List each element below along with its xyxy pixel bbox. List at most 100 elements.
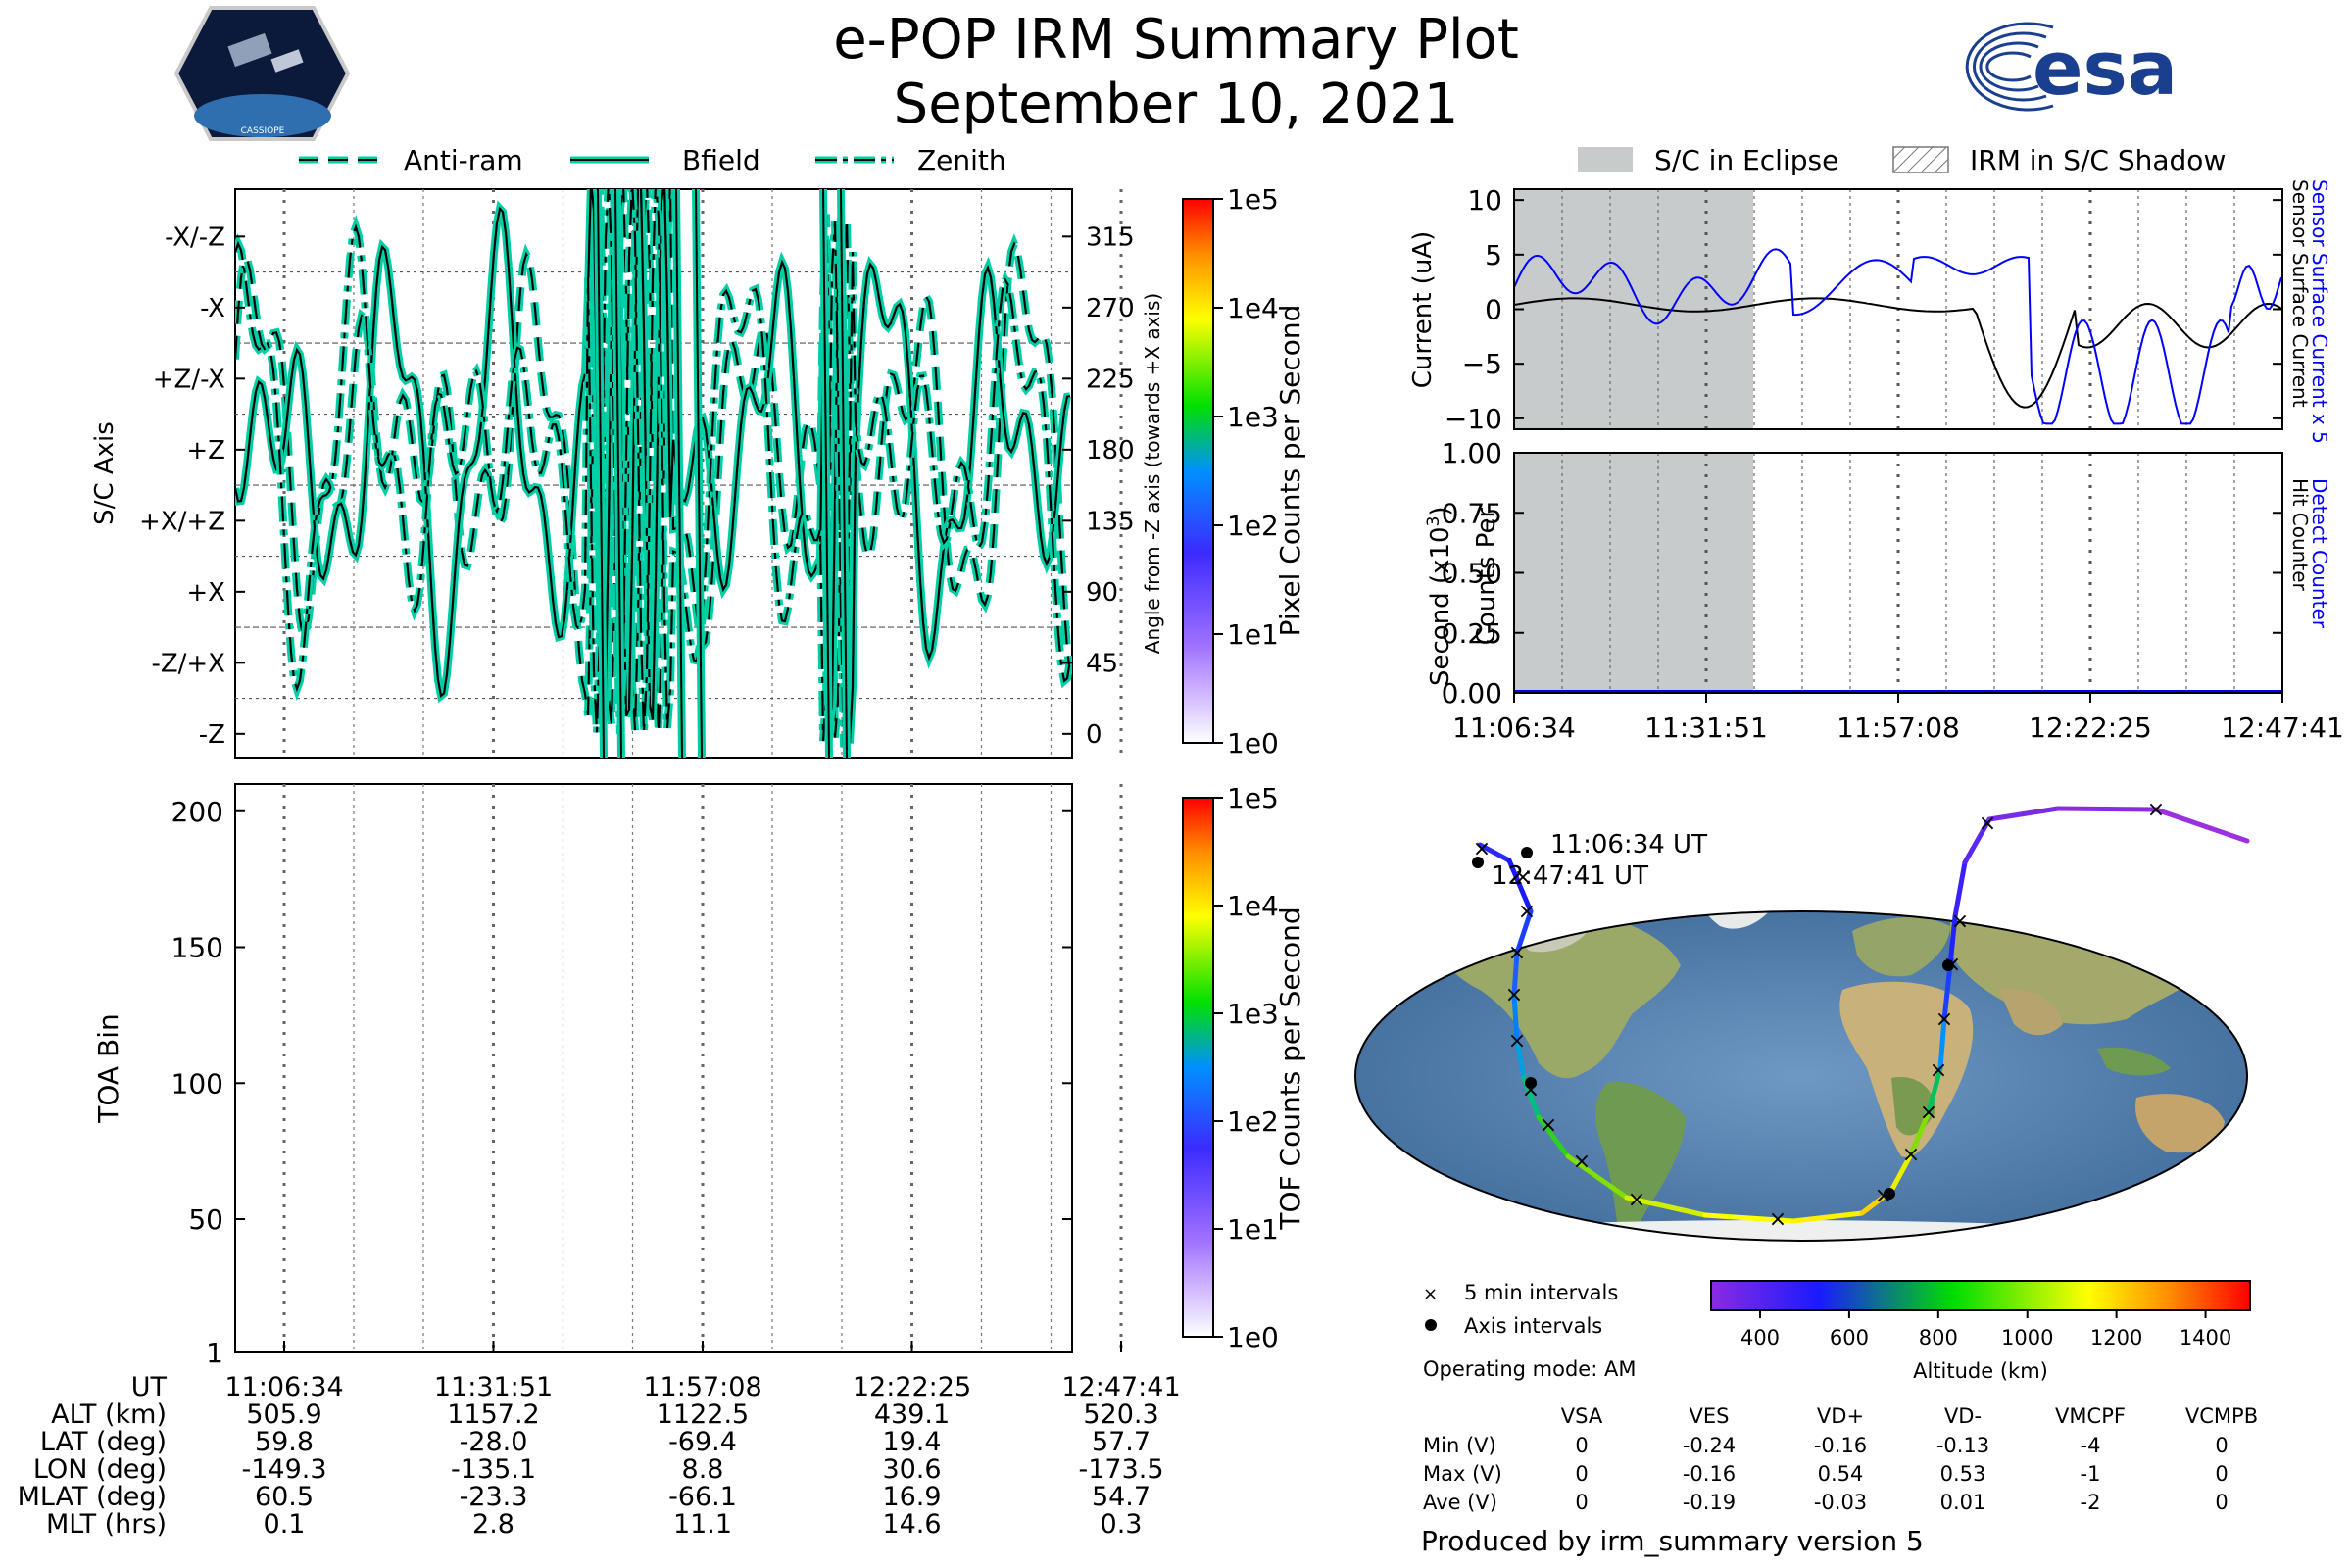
altitude-tick-label: 1000: [2001, 1326, 2053, 1349]
colorbar-tick-label: 1e3: [1227, 998, 1279, 1030]
current-right-label-blue: Sensor Surface Current x 5: [2308, 179, 2331, 444]
orbit-track-segment: [1511, 950, 1520, 998]
line-style-legend: Anti-ram Bfield Zenith: [299, 144, 1006, 176]
axis-ytick-label: -X: [200, 294, 225, 323]
five-min-mark: ×: [1514, 865, 1532, 890]
toa-panel: 200 150 100 50 1 TOA Bin: [92, 783, 1123, 1369]
colorbar-tick-label: 1e0: [1227, 727, 1279, 760]
eclipse-region: [1514, 189, 1753, 429]
voltage-cell: -4: [2081, 1434, 2101, 1457]
axis-y2tick-label: 180: [1086, 436, 1135, 466]
orbit-track-segment: [1908, 1109, 1932, 1157]
axis-curve-spike-edge: [840, 189, 848, 758]
ephemeris-cell: 30.6: [882, 1454, 941, 1485]
altitude-colorbar-label: Altitude (km): [1913, 1359, 2048, 1383]
ephemeris-cell: 1122.5: [657, 1399, 749, 1430]
current-ytick-label: 0: [1485, 294, 1502, 326]
colorbar-tick-label: 1e1: [1227, 1213, 1279, 1246]
orbit-track-segment: [1506, 858, 1534, 914]
axis-y2tick-label: 270: [1086, 294, 1135, 323]
orbit-track-segment: [1941, 962, 1953, 1022]
legend-label-antiram: Anti-ram: [404, 144, 523, 176]
voltage-header: VSA: [1561, 1404, 1603, 1428]
axis-interval-dot: [1525, 1077, 1537, 1089]
ephemeris-cell: 12:22:25: [853, 1372, 971, 1402]
ephemeris-cell: 60.5: [255, 1482, 314, 1512]
voltage-cell: -0.24: [1683, 1434, 1736, 1457]
page-title: e-POP IRM Summary Plot: [833, 8, 1519, 72]
axis-y2tick-label: 135: [1086, 507, 1135, 536]
ephemeris-row-label: LON (deg): [33, 1454, 167, 1485]
map-end-label: 12:47:41 UT: [1492, 861, 1648, 891]
surface-current-x5-line: [1513, 248, 2282, 425]
voltage-header: VMCPF: [2055, 1404, 2126, 1428]
orbit-track-segment: [1477, 842, 1512, 863]
page-subtitle-date: September 10, 2021: [893, 73, 1459, 136]
counts-ytick-label: 1.00: [1442, 437, 1502, 469]
tof-colorbar: 1e5 1e4 1e3 1e2 1e1 1e0 TOF Counts per Second: [1182, 782, 1306, 1353]
colorbar-tick-label: 1e5: [1227, 782, 1279, 814]
axis-ytick-label: -X/-Z: [165, 222, 225, 252]
toa-ytick-label: 200: [172, 796, 223, 828]
voltage-cell: -1: [2081, 1462, 2101, 1486]
counts-xtick-label: 12:22:25: [2029, 711, 2152, 744]
voltage-header: VCMPB: [2185, 1404, 2258, 1428]
voltage-table: VSA VES VD+ VD- VMCPF VCMPB Min (V) 0 -0.24 -0.16…: [1423, 1404, 2258, 1514]
axis-ytick-label: +Z: [186, 436, 225, 466]
voltage-cell: 0: [2215, 1434, 2228, 1457]
orbit-marks: ××××××××××××××××××××: [1472, 798, 2165, 1232]
orbit-track-segment: [1624, 1195, 1708, 1218]
voltage-cell: -0.13: [1936, 1434, 1989, 1457]
counts-ytick-label: 0.50: [1442, 558, 1502, 590]
axis-y2tick-label: 45: [1086, 649, 1118, 678]
ephemeris-cell: -149.3: [241, 1454, 326, 1485]
ephemeris-cell: 11.1: [673, 1509, 732, 1540]
orbit-track-segment: [1947, 913, 1958, 968]
legend-label-bfield: Bfield: [682, 144, 760, 176]
voltage-row-label: Min (V): [1423, 1434, 1496, 1457]
cassiope-logo: CASSIOPE: [173, 6, 351, 141]
voltage-row-label: Ave (V): [1423, 1491, 1497, 1514]
legend-label-zenith: Zenith: [917, 144, 1006, 176]
eclipse-legend: S/C in Eclipse IRM in S/C Shadow: [1578, 144, 2226, 176]
ephemeris-cell: -28.0: [460, 1427, 528, 1457]
map-start-label: 11:06:34 UT: [1550, 830, 1707, 859]
counts-xtick-label: 11:06:34: [1452, 711, 1576, 744]
orbit-track-segment: [1511, 992, 1520, 1044]
map-legend: × 5 min intervals Axis intervals Operati…: [1423, 1281, 1636, 1381]
counts-ytick-label: 0.75: [1442, 497, 1502, 529]
voltage-cell: 0.54: [1818, 1462, 1864, 1486]
voltage-header: VES: [1690, 1404, 1730, 1428]
axis-ytick-label: +X: [186, 578, 225, 608]
counts-xtick-label: 11:57:08: [1837, 711, 1960, 744]
counts-xtick-label: 12:47:41: [2221, 711, 2344, 744]
esa-logo: esa: [1965, 22, 2178, 112]
five-min-mark: ×: [1930, 1058, 1947, 1083]
five-min-mark: ×: [1920, 1101, 1937, 1125]
voltage-cell: -0.03: [1814, 1491, 1867, 1514]
axis-interval-dot: [1472, 857, 1484, 868]
ephemeris-cell: 2.8: [472, 1509, 514, 1540]
operating-mode: Operating mode: AM: [1423, 1357, 1636, 1381]
altitude-colorbar: 400 600 800 1000 1200 1400 Altitude (km): [1710, 1280, 2251, 1383]
orbit-map: ×××××××××××××××××××× 11:06:34 UT 12:47:4…: [1354, 798, 2250, 1242]
orbit-track-segment: [1514, 1038, 1527, 1081]
orbit-track-segment: [1790, 1210, 1865, 1224]
legend-label-shadow: IRM in S/C Shadow: [1970, 144, 2226, 176]
voltage-cell: 0.01: [1940, 1491, 1986, 1514]
orbit-track-segment: [1952, 859, 1968, 919]
axis-curve-dashdot-edge: [235, 189, 1072, 748]
five-min-mark: ×: [1979, 811, 1996, 836]
voltage-cell: -0.19: [1683, 1491, 1736, 1514]
ephemeris-cell: 0.1: [264, 1509, 306, 1540]
ephemeris-cell: 16.9: [882, 1482, 941, 1512]
counts-panel-ylabel-line1: Counts Per: [1472, 507, 1501, 645]
orbit-track-segment: [1514, 908, 1534, 956]
toa-panel-ylabel: TOA Bin: [92, 1013, 124, 1123]
voltage-header: VD+: [1817, 1404, 1864, 1428]
ephemeris-cell: 11:31:51: [434, 1372, 553, 1402]
logo-right-text: esa: [2033, 24, 2178, 112]
legend-axis-intervals: Axis intervals: [1464, 1314, 1602, 1338]
current-ytick-label: 5: [1485, 239, 1502, 271]
